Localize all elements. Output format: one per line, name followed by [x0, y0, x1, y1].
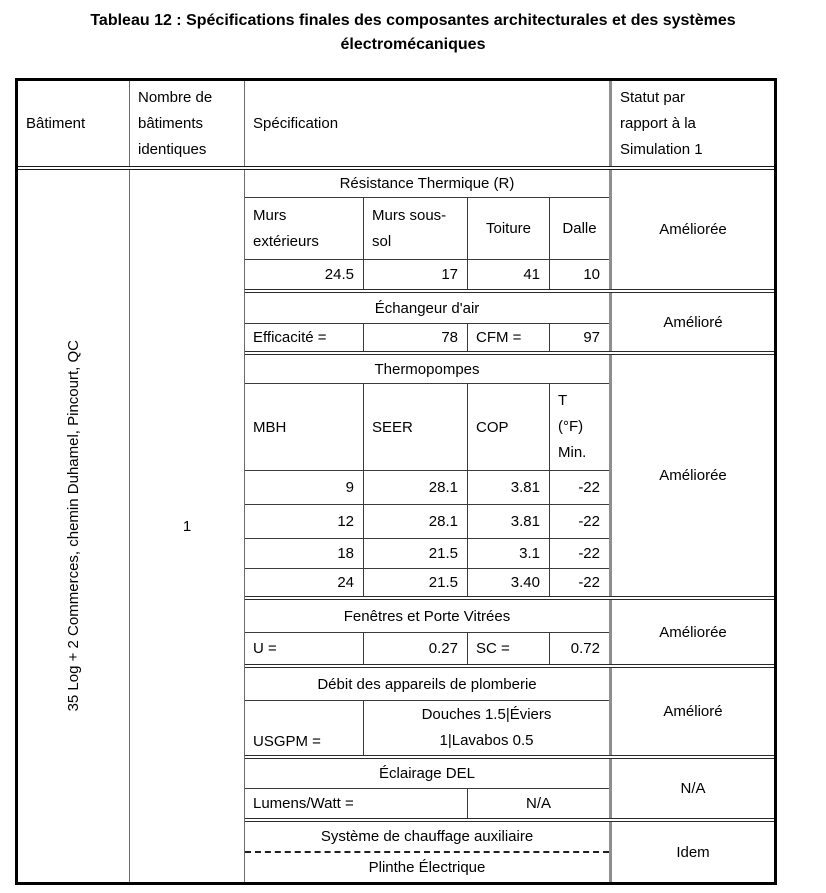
table-header-row: Bâtiment Nombre de bâtiments identiques … — [18, 81, 774, 170]
col-header-specification: Spécification — [245, 81, 612, 166]
table-body: 35 Log + 2 Commerces, chemin Duhamel, Pi… — [18, 170, 774, 882]
data-row: 24 21.5 3.40 -22 — [245, 569, 609, 596]
value-lumens-watt: N/A — [525, 795, 551, 812]
value-efficacite: 78 — [364, 324, 468, 351]
col-header-batiment: Bâtiment — [18, 81, 130, 166]
col-header-nombre-label: Nombre de bâtiments identiques — [138, 88, 213, 158]
section-resistance-thermique: Résistance Thermique (R) Murs extérieurs… — [245, 170, 774, 289]
value-murs-exterieurs: 24.5 — [245, 260, 364, 289]
section-eclairage-del: Éclairage DEL Lumens/Watt = N/A N/A — [245, 755, 774, 818]
status-cell: Améliorée — [659, 221, 727, 238]
section-fenetres: Fenêtres et Porte Vitrées U = 0.27 SC = … — [245, 596, 774, 664]
section-chauffage-auxiliaire: Système de chauffage auxiliaire Plinthe … — [245, 818, 774, 882]
value-t-min: -22 — [578, 574, 600, 591]
section-title: Thermopompes — [245, 355, 609, 384]
label-murs-exterieurs: Murs extérieurs — [245, 198, 364, 259]
table-caption: Tableau 12 : Spécifications finales des … — [90, 12, 736, 53]
label-murs-sous-sol: Murs sous-sol — [364, 198, 468, 259]
label-u: U = — [245, 633, 364, 664]
section-subtitle: Plinthe Électrique — [368, 859, 486, 876]
value-mbh: 12 — [245, 505, 364, 538]
value-seer: 28.1 — [364, 505, 468, 538]
section-title: Système de chauffage auxiliaire — [245, 822, 609, 853]
value-debits: Douches 1.5|Éviers 1|Lavabos 0.5 — [421, 706, 552, 749]
specification-sections: Résistance Thermique (R) Murs extérieurs… — [245, 170, 774, 882]
label-dalle: Dalle — [562, 220, 597, 237]
value-dalle: 10 — [583, 266, 600, 283]
value-seer: 28.1 — [364, 471, 468, 504]
specifications-table: Bâtiment Nombre de bâtiments identiques … — [15, 78, 777, 885]
value-u: 0.27 — [364, 633, 468, 664]
values-row: U = 0.27 SC = 0.72 — [245, 633, 609, 664]
status-cell: Amélioré — [663, 703, 723, 720]
section-title: Résistance Thermique (R) — [245, 170, 609, 198]
labels-row: MBH SEER COP T (°F) Min. — [245, 384, 609, 471]
label-efficacite: Efficacité = — [245, 324, 364, 351]
label-seer: SEER — [364, 384, 468, 470]
value-cop: 3.81 — [468, 471, 550, 504]
label-cop: COP — [468, 384, 550, 470]
value-cfm: 97 — [583, 329, 600, 346]
label-t-min: T (°F) Min. — [558, 392, 587, 461]
label-sc: SC = — [468, 633, 550, 664]
values-row: USGPM = Douches 1.5|Éviers 1|Lavabos 0.5 — [245, 701, 609, 755]
value-t-min: -22 — [578, 479, 600, 496]
values-row: Efficacité = 78 CFM = 97 — [245, 324, 609, 351]
value-toiture: 41 — [468, 260, 550, 289]
value-seer: 21.5 — [364, 539, 468, 568]
col-header-statut-label: Statut par rapport à la Simulation 1 — [620, 88, 703, 158]
section-title: Échangeur d'air — [245, 293, 609, 324]
col-header-statut: Statut par rapport à la Simulation 1 — [612, 81, 774, 166]
data-row: 9 28.1 3.81 -22 — [245, 471, 609, 505]
value-cop: 3.81 — [468, 505, 550, 538]
values-row: 24.5 17 41 10 — [245, 260, 609, 289]
value-t-min: -22 — [578, 545, 600, 562]
section-title: Fenêtres et Porte Vitrées — [245, 600, 609, 633]
value-mbh: 24 — [245, 569, 364, 596]
data-row: 12 28.1 3.81 -22 — [245, 505, 609, 539]
section-title: Éclairage DEL — [245, 759, 609, 789]
col-header-nombre: Nombre de bâtiments identiques — [130, 81, 245, 166]
status-cell: N/A — [680, 780, 706, 797]
label-toiture: Toiture — [468, 198, 550, 259]
value-cop: 3.40 — [468, 569, 550, 596]
value-mbh: 9 — [245, 471, 364, 504]
section-thermopompes: Thermopompes MBH SEER COP T (°F) Min. 9 … — [245, 351, 774, 596]
value-mbh: 18 — [245, 539, 364, 568]
label-mbh: MBH — [245, 384, 364, 470]
status-cell: Amélioré — [663, 313, 723, 331]
value-sc: 0.72 — [570, 640, 600, 657]
status-cell: Améliorée — [659, 467, 727, 484]
label-cfm: CFM = — [468, 324, 550, 351]
section-plomberie: Débit des appareils de plomberie USGPM =… — [245, 664, 774, 755]
section-title: Débit des appareils de plomberie — [245, 668, 609, 701]
data-row: 18 21.5 3.1 -22 — [245, 539, 609, 569]
values-row: Lumens/Watt = N/A — [245, 789, 609, 818]
status-cell: Améliorée — [659, 623, 727, 641]
building-name-vertical-text: 35 Log + 2 Commerces, chemin Duhamel, Pi… — [65, 340, 82, 712]
cell-nombre-batiments: 1 — [130, 170, 245, 882]
cell-batiment: 35 Log + 2 Commerces, chemin Duhamel, Pi… — [18, 170, 130, 882]
value-cop: 3.1 — [468, 539, 550, 568]
label-lumens-watt: Lumens/Watt = — [245, 789, 468, 818]
status-cell: Idem — [676, 843, 710, 861]
labels-row: Murs extérieurs Murs sous-sol Toiture Da… — [245, 198, 609, 260]
value-t-min: -22 — [578, 513, 600, 530]
value-seer: 21.5 — [364, 569, 468, 596]
value-murs-sous-sol: 17 — [364, 260, 468, 289]
section-echangeur-air: Échangeur d'air Efficacité = 78 CFM = 97… — [245, 289, 774, 351]
label-usgpm: USGPM = — [245, 701, 364, 755]
